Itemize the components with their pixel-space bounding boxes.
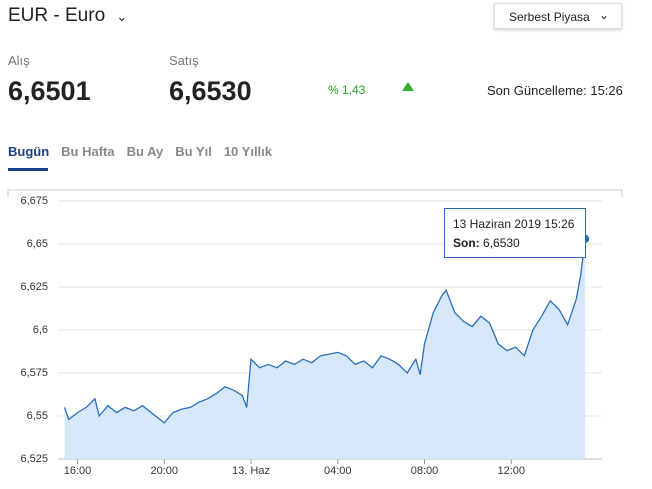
tooltip-date: 13 Haziran 2019 15:26 <box>453 217 575 231</box>
tab[interactable]: Bu Ay <box>126 144 164 159</box>
x-tick-label: 12:00 <box>497 465 525 477</box>
sell-label: Satış <box>169 53 199 68</box>
updated: Son Güncelleme: 15:26 <box>487 83 623 98</box>
market-text: Serbest Piyasa <box>509 10 590 24</box>
title-text: EUR - Euro <box>8 5 106 26</box>
tooltip: 13 Haziran 2019 15:26 Son: 6,6530 <box>444 208 586 258</box>
y-tick-label: 6,675 <box>20 195 48 207</box>
y-tick-label: 6,6 <box>33 324 48 336</box>
tab[interactable]: Bu Hafta <box>61 144 115 159</box>
tab[interactable]: Bu Yıl <box>175 144 212 159</box>
tab[interactable]: 10 Yıllık <box>223 144 273 159</box>
x-tick-label: 16:00 <box>64 465 92 477</box>
x-tick-label: 13. Haz <box>232 465 270 477</box>
tab-underline <box>8 168 48 171</box>
tab[interactable]: Bugün <box>8 144 50 159</box>
tooltip-value: 6,6530 <box>483 236 520 250</box>
chevron[interactable]: ⌄ <box>116 9 128 24</box>
change: % 1,43 <box>328 83 366 97</box>
y-tick-label: 6,525 <box>20 453 48 465</box>
tooltip-label: Son: <box>453 236 480 250</box>
buy-label: Alış <box>8 53 30 68</box>
x-tick-label: 08:00 <box>411 465 439 477</box>
buy-value: 6,6501 <box>8 76 91 106</box>
chart: 6,525 6,55 6,575 6,6 6,625 6,65 6,675 16:00 20:0… <box>7 189 623 477</box>
tabs: Bugün Bu Hafta Bu Ay Bu Yıl 10 Yıllık <box>8 144 272 159</box>
y-tick-label: 6,55 <box>27 410 48 422</box>
line <box>63 238 586 424</box>
title: EUR - Euro ⌄ <box>8 5 127 27</box>
market-select[interactable]: Serbest Piyasa ⌄ <box>494 3 622 29</box>
frame <box>7 189 623 197</box>
y-tick-label: 6,625 <box>20 281 48 293</box>
area <box>64 238 585 459</box>
y-tick-label: 6,65 <box>27 238 48 250</box>
sell-value: 6,6530 <box>169 76 252 106</box>
y-tick-label: 6,575 <box>20 367 48 379</box>
up-arrow <box>402 82 414 91</box>
x-tick-label: 04:00 <box>324 465 352 477</box>
x-tick-label: 20:00 <box>150 465 178 477</box>
